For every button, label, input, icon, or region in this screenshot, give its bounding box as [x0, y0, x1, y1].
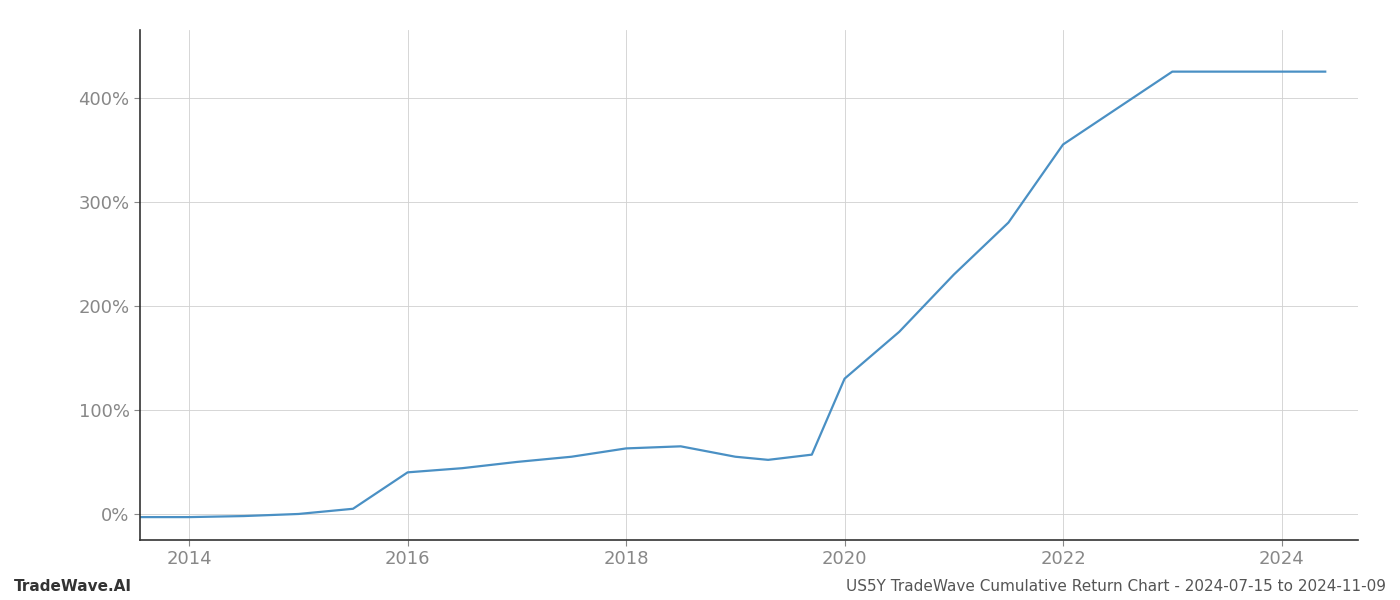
Text: TradeWave.AI: TradeWave.AI: [14, 579, 132, 594]
Text: US5Y TradeWave Cumulative Return Chart - 2024-07-15 to 2024-11-09: US5Y TradeWave Cumulative Return Chart -…: [846, 579, 1386, 594]
